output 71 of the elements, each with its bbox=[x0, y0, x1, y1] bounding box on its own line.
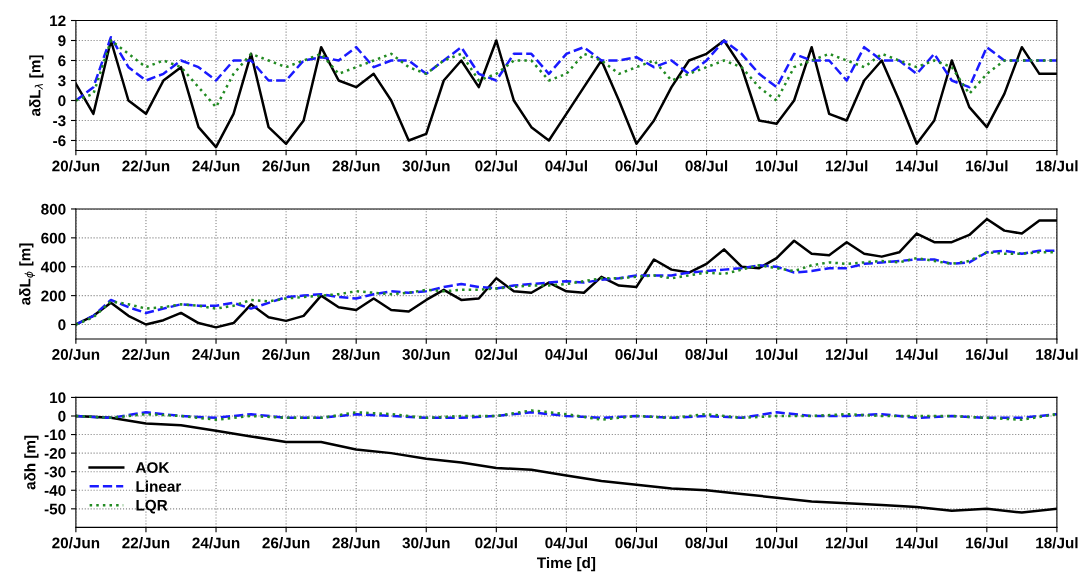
x-tick-label: 22/Jun bbox=[122, 160, 170, 172]
y-tick-label: 9 bbox=[58, 35, 66, 47]
y-tick-label: -3 bbox=[53, 115, 66, 127]
y-tick-label: -6 bbox=[53, 135, 66, 147]
y-tick-label: -20 bbox=[44, 448, 66, 459]
y-tick-label: 0 bbox=[58, 95, 66, 107]
legend-label: Linear bbox=[136, 480, 182, 492]
x-tick-label: 20/Jun bbox=[52, 537, 100, 549]
x-tick-label: 10/Jul bbox=[755, 348, 798, 361]
y-tick-label: 6 bbox=[58, 55, 66, 67]
x-tick-label: 04/Jul bbox=[545, 537, 587, 549]
x-tick-label: 20/Jun bbox=[52, 348, 100, 361]
x-tick-label: 02/Jul bbox=[475, 537, 517, 549]
x-tick-label: 26/Jun bbox=[262, 348, 310, 361]
y-tick-label: -30 bbox=[44, 466, 66, 478]
x-tick-label: 14/Jul bbox=[896, 160, 938, 172]
x-tick-label: 10/Jul bbox=[755, 160, 798, 172]
x-tick-label: 24/Jun bbox=[192, 537, 240, 549]
y-axis-title: aδh [m] bbox=[24, 435, 39, 490]
x-tick-label: 28/Jun bbox=[332, 348, 380, 361]
x-tick-label: 04/Jul bbox=[545, 348, 587, 361]
x-axis-title: Time [d] bbox=[536, 556, 596, 572]
y-axis-title: aδL$_{ϕ}$ [m] bbox=[19, 243, 36, 305]
x-tick-label: 08/Jul bbox=[685, 348, 728, 361]
x-tick-label: 08/Jul bbox=[685, 160, 728, 172]
y-tick-label: -40 bbox=[44, 485, 66, 496]
x-tick-label: 14/Jul bbox=[896, 537, 938, 549]
x-tick-label: 24/Jun bbox=[192, 160, 240, 172]
y-tick-label: 400 bbox=[40, 261, 66, 273]
x-tick-label: 22/Jun bbox=[122, 348, 170, 361]
x-tick-label: 12/Jul bbox=[825, 537, 868, 549]
x-tick-label: 30/Jun bbox=[402, 348, 450, 361]
y-tick-label: 200 bbox=[41, 290, 66, 302]
y-tick-label: 600 bbox=[41, 232, 66, 244]
x-tick-label: 26/Jun bbox=[262, 160, 310, 172]
x-tick-label: 10/Jul bbox=[755, 537, 798, 549]
y-axis-title: aδL$_{λ}$ [m] bbox=[29, 55, 44, 117]
x-tick-label: 20/Jun bbox=[52, 160, 100, 172]
y-tick-label: 0 bbox=[58, 410, 66, 422]
x-tick-label: 24/Jun bbox=[192, 348, 240, 361]
x-tick-label: 08/Jul bbox=[685, 537, 728, 549]
x-tick-label: 30/Jun bbox=[402, 537, 450, 549]
x-tick-label: 18/Jul bbox=[1036, 160, 1078, 172]
y-tick-label: -50 bbox=[44, 503, 66, 515]
x-tick-label: 28/Jun bbox=[332, 537, 380, 549]
x-tick-label: 22/Jun bbox=[122, 537, 170, 549]
x-tick-label: 16/Jul bbox=[966, 537, 1008, 549]
x-tick-label: 30/Jun bbox=[402, 160, 450, 172]
x-tick-label: 06/Jul bbox=[615, 537, 658, 549]
legend-label: LQR bbox=[136, 499, 168, 514]
y-tick-label: 0 bbox=[58, 319, 66, 331]
legend-label: AOK bbox=[135, 462, 170, 473]
y-tick-label: -10 bbox=[44, 429, 66, 441]
x-tick-label: 18/Jul bbox=[1036, 537, 1078, 549]
x-tick-label: 16/Jul bbox=[966, 160, 1008, 172]
y-tick-label: 10 bbox=[50, 392, 66, 404]
x-tick-label: 06/Jul bbox=[615, 160, 658, 172]
y-tick-label: 800 bbox=[41, 203, 66, 215]
x-tick-label: 04/Jul bbox=[545, 160, 587, 172]
x-tick-label: 28/Jun bbox=[332, 160, 380, 172]
x-tick-label: 02/Jul bbox=[475, 348, 517, 361]
x-tick-label: 26/Jun bbox=[262, 537, 310, 549]
x-tick-label: 06/Jul bbox=[615, 348, 658, 361]
y-tick-label: 12 bbox=[50, 15, 66, 27]
x-tick-label: 16/Jul bbox=[966, 348, 1008, 361]
x-tick-label: 18/Jul bbox=[1036, 348, 1078, 361]
x-tick-label: 12/Jul bbox=[825, 348, 868, 361]
x-tick-label: 02/Jul bbox=[475, 160, 517, 172]
x-tick-label: 12/Jul bbox=[825, 160, 868, 172]
y-tick-label: 3 bbox=[58, 75, 66, 87]
x-tick-label: 14/Jul bbox=[896, 348, 938, 361]
